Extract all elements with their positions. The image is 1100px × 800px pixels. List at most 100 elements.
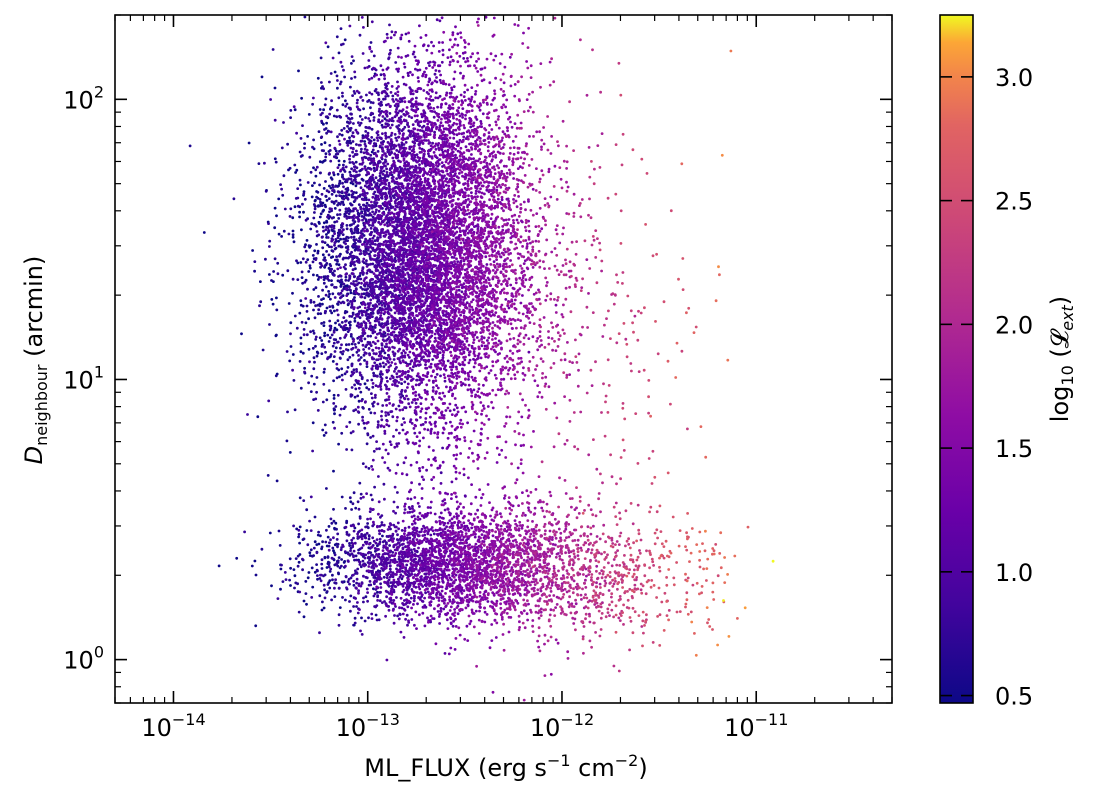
scatter-point [317,233,321,237]
scatter-point [356,209,359,213]
scatter-point [312,398,315,401]
scatter-point [357,245,361,249]
scatter-point [299,183,302,187]
scatter-point [299,336,303,340]
scatter-point [289,109,293,112]
scatter-point [368,321,372,325]
scatter-point [362,207,365,211]
scatter-point [384,589,388,593]
scatter-point [389,126,392,130]
scatter-point [417,143,421,147]
scatter-point [395,428,398,432]
scatter-point [367,283,370,287]
scatter-point [354,160,358,164]
scatter-point [384,411,388,414]
scatter-point [296,187,300,191]
scatter-point [367,59,371,62]
scatter-point [302,190,306,194]
scatter-point [355,581,358,585]
scatter-point [324,152,328,156]
scatter-point [443,379,447,383]
scatter-point [268,323,271,326]
scatter-point [321,302,324,306]
scatter-point [297,610,301,614]
scatter-point [384,207,388,211]
scatter-point [402,636,406,639]
scatter-point [354,153,358,157]
scatter-point [362,252,366,256]
scatter-point [364,276,368,279]
scatter-point [323,367,326,371]
scatter-point [366,66,369,69]
scatter-point [368,126,372,130]
scatter-point [377,97,381,101]
scatter-point [383,461,387,464]
scatter-point [303,245,307,249]
scatter-point [380,418,384,422]
scatter-point [302,499,306,502]
scatter-point [384,288,388,292]
scatter-point [359,186,363,190]
scatter-point [330,333,334,337]
scatter-point [393,311,397,315]
scatter-point [273,118,277,122]
scatter-point [369,226,373,230]
scatter-point [437,580,441,584]
scatter-point [337,163,341,167]
scatter-point [318,160,322,164]
scatter-point [354,287,358,290]
scatter-point [404,141,408,144]
scatter-point [299,137,303,140]
scatter-point [425,468,428,472]
scatter-point [315,376,319,379]
scatter-point [291,233,295,237]
scatter-point [391,119,395,123]
scatter-point [387,336,391,339]
scatter-point [288,359,292,363]
scatter-point [327,253,331,257]
scatter-point [330,311,334,315]
scatter-point [371,262,375,266]
scatter-point [418,439,422,443]
scatter-point [327,560,330,564]
scatter-point [395,419,399,423]
scatter-point [306,287,309,291]
scatter-point [353,558,356,562]
scatter-point [389,167,392,171]
scatter-point [391,376,395,380]
scatter-point [301,351,305,355]
scatter-point [301,557,304,561]
scatter-point [356,283,359,286]
scatter-point [266,474,270,477]
scatter-point [376,150,380,153]
scatter-point [398,97,402,101]
scatter-point [352,268,355,271]
scatter-point [366,340,370,344]
scatter-point [374,195,378,199]
scatter-point [324,285,328,289]
scatter-point [275,214,278,218]
scatter-point [273,86,277,90]
scatter-point [377,500,381,504]
scatter-point [369,41,373,44]
scatter-point [418,129,422,132]
scatter-point [348,255,351,259]
scatter-point [364,116,367,120]
scatter-point [352,555,355,559]
scatter-point [364,525,367,529]
scatter-point [327,544,331,548]
scatter-point [270,279,273,282]
scatter-point [383,552,387,555]
scatter-point [407,100,411,103]
scatter-point [380,559,383,563]
scatter-point [374,198,378,202]
scatter-point [302,328,306,331]
scatter-point [339,194,343,198]
scatter-point [400,301,403,305]
scatter-point [327,525,331,528]
scatter-point [347,302,350,305]
scatter-point [379,590,382,594]
scatter-point [359,390,363,394]
scatter-point [370,127,374,131]
scatter-point [349,431,353,435]
